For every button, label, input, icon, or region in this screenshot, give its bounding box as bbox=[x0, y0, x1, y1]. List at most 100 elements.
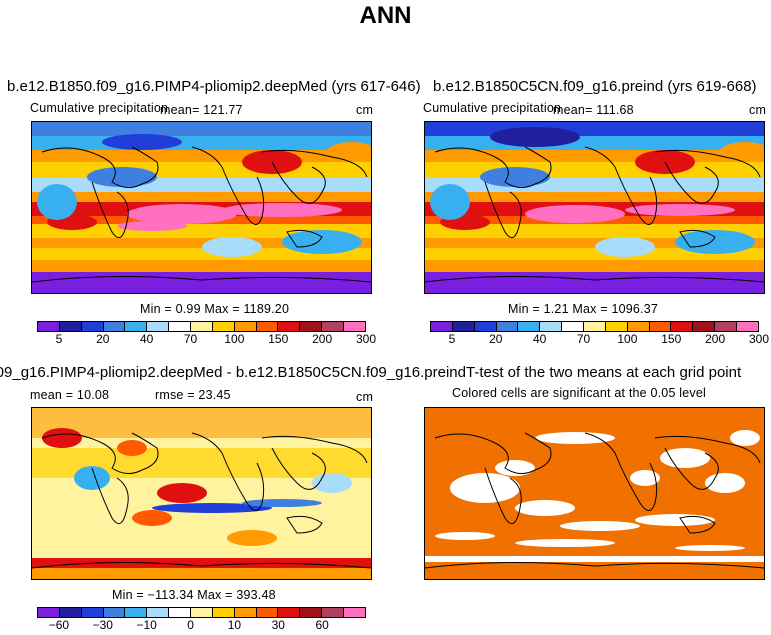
panel-3-difference-map bbox=[31, 407, 372, 580]
colorbar-swatch bbox=[191, 322, 213, 331]
colorbar-swatch bbox=[649, 322, 672, 331]
colorbar-swatch bbox=[38, 608, 60, 617]
colorbar-swatch bbox=[169, 608, 192, 617]
panel-1-variable: Cumulative precipitation bbox=[30, 101, 169, 115]
colorbar-swatch bbox=[59, 322, 82, 331]
panel-2-colorbar-ticks: 5 20 40 70 100 150 200 300 bbox=[430, 332, 769, 346]
colorbar-swatch bbox=[693, 322, 716, 331]
colorbar-swatch bbox=[278, 608, 301, 617]
colorbar-tick-label: 300 bbox=[748, 332, 770, 346]
colorbar-swatch bbox=[169, 322, 192, 331]
panel-4-subtitle: Colored cells are significant at the 0.0… bbox=[452, 386, 706, 400]
precip-field-svg bbox=[32, 122, 371, 293]
colorbar-tick-label: −60 bbox=[48, 618, 70, 632]
panel-2-precip-map bbox=[424, 121, 765, 294]
panel-2-colorbar bbox=[430, 321, 759, 332]
panel-3-minmax: Min = −113.34 Max = 393.48 bbox=[112, 588, 276, 602]
colorbar-swatch bbox=[737, 322, 758, 331]
colorbar-swatch bbox=[584, 322, 606, 331]
colorbar-swatch bbox=[452, 322, 475, 331]
panel-3-colorbar-ticks: −60 −30 −10 0 10 30 60 bbox=[37, 618, 364, 632]
colorbar-swatch bbox=[300, 322, 323, 331]
panel-3-title-clip: b.e12.B1850.f09_g16.PIMP4-pliomip2.deepM… bbox=[0, 364, 466, 384]
colorbar-tick-label: 20 bbox=[96, 332, 110, 346]
panel-3-units: cm bbox=[356, 390, 374, 404]
colorbar-swatch bbox=[234, 608, 257, 617]
colorbar-swatch bbox=[322, 608, 345, 617]
colorbar-swatch bbox=[540, 322, 563, 331]
colorbar-swatch bbox=[125, 322, 148, 331]
colorbar-tick-label: 40 bbox=[139, 332, 154, 346]
colorbar-tick-label: 70 bbox=[183, 332, 198, 346]
colorbar-swatch bbox=[627, 322, 650, 331]
panel-2-variable: Cumulative precipitation bbox=[423, 101, 562, 115]
panel-4-title: T-test of the two means at each grid poi… bbox=[466, 364, 742, 381]
colorbar-swatch bbox=[38, 322, 60, 331]
colorbar-swatch bbox=[147, 608, 170, 617]
colorbar-tick-label: 200 bbox=[705, 332, 726, 346]
panel-3-rmse: rmse = 23.45 bbox=[155, 388, 231, 402]
colorbar-swatch bbox=[431, 322, 453, 331]
colorbar-swatch bbox=[300, 608, 323, 617]
colorbar-swatch bbox=[344, 322, 365, 331]
panel-3-colorbar bbox=[37, 607, 366, 618]
colorbar-swatch bbox=[322, 322, 345, 331]
panel-2-minmax: Min = 1.21 Max = 1096.37 bbox=[508, 302, 659, 316]
colorbar-swatch bbox=[474, 322, 497, 331]
figure-title: ANN bbox=[359, 2, 412, 29]
colorbar-swatch bbox=[518, 322, 541, 331]
panel-2-units: cm bbox=[749, 103, 767, 117]
colorbar-tick-label: 200 bbox=[312, 332, 333, 346]
colorbar-swatch bbox=[59, 608, 82, 617]
colorbar-tick-label: 0 bbox=[187, 618, 194, 632]
colorbar-swatch bbox=[671, 322, 694, 331]
precip-field-svg bbox=[425, 122, 764, 293]
colorbar-swatch bbox=[212, 322, 235, 331]
panel-1-mean: mean= 121.77 bbox=[160, 103, 243, 117]
colorbar-tick-label: 30 bbox=[271, 618, 285, 632]
difference-field-svg bbox=[32, 408, 371, 579]
colorbar-tick-label: 70 bbox=[576, 332, 591, 346]
colorbar-swatch bbox=[496, 322, 519, 331]
panel-2-mean: mean= 111.68 bbox=[553, 103, 634, 117]
colorbar-swatch bbox=[562, 322, 585, 331]
colorbar-swatch bbox=[125, 608, 148, 617]
colorbar-tick-label: 300 bbox=[355, 332, 377, 346]
panel-1-colorbar bbox=[37, 321, 366, 332]
colorbar-swatch bbox=[81, 608, 104, 617]
colorbar-swatch bbox=[234, 322, 257, 331]
panel-4-ttest-map bbox=[424, 407, 765, 580]
panel-1-precip-map bbox=[31, 121, 372, 294]
significance-field-svg bbox=[425, 408, 764, 579]
colorbar-swatch bbox=[147, 322, 170, 331]
colorbar-tick-label: −10 bbox=[136, 618, 157, 632]
colorbar-swatch bbox=[715, 322, 738, 331]
colorbar-tick-label: 60 bbox=[315, 618, 329, 632]
colorbar-tick-label: 10 bbox=[227, 618, 242, 632]
colorbar-swatch bbox=[81, 322, 104, 331]
colorbar-swatch bbox=[103, 322, 126, 331]
colorbar-tick-label: 150 bbox=[268, 332, 289, 346]
colorbar-tick-label: 5 bbox=[448, 332, 456, 346]
panel-1-units: cm bbox=[356, 103, 374, 117]
colorbar-swatch bbox=[605, 322, 628, 331]
colorbar-swatch bbox=[103, 608, 126, 617]
colorbar-tick-label: 20 bbox=[489, 332, 503, 346]
colorbar-tick-label: 100 bbox=[617, 332, 638, 346]
panel-1-title: b.e12.B1850.f09_g16.PIMP4-pliomip2.deepM… bbox=[7, 78, 421, 95]
colorbar-swatch bbox=[191, 608, 213, 617]
panel-3-mean: mean = 10.08 bbox=[30, 388, 110, 402]
colorbar-swatch bbox=[212, 608, 235, 617]
colorbar-swatch bbox=[278, 322, 301, 331]
panel-3-title: b.e12.B1850.f09_g16.PIMP4-pliomip2.deepM… bbox=[0, 364, 466, 381]
colorbar-swatch bbox=[256, 322, 279, 331]
panel-2-title: b.e12.B1850C5CN.f09_g16.preind (yrs 619-… bbox=[433, 78, 757, 95]
colorbar-swatch bbox=[256, 608, 279, 617]
panel-1-colorbar-ticks: 5 20 40 70 100 150 200 300 bbox=[37, 332, 376, 346]
colorbar-tick-label: −30 bbox=[92, 618, 113, 632]
colorbar-tick-label: 40 bbox=[532, 332, 547, 346]
colorbar-tick-label: 5 bbox=[55, 332, 63, 346]
colorbar-swatch bbox=[344, 608, 365, 617]
colorbar-tick-label: 150 bbox=[661, 332, 682, 346]
colorbar-tick-label: 100 bbox=[224, 332, 245, 346]
